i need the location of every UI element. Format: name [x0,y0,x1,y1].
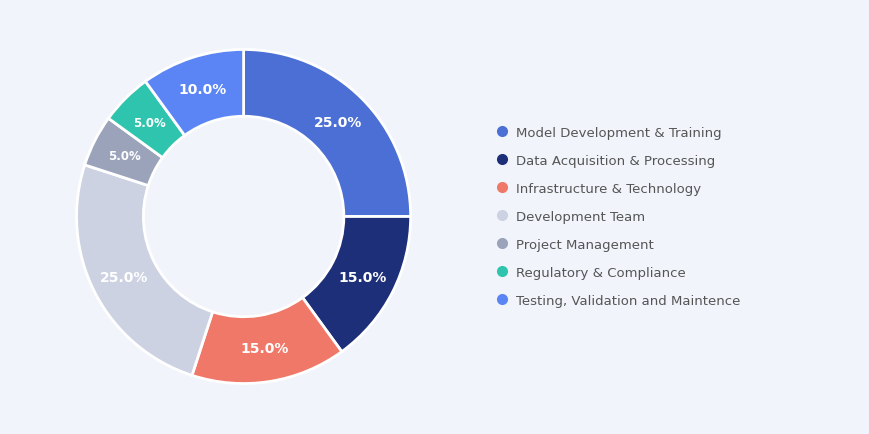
Text: 15.0%: 15.0% [338,270,387,285]
Text: 25.0%: 25.0% [100,270,149,285]
Wedge shape [84,119,163,186]
Legend: Model Development & Training, Data Acquisition & Processing, Infrastructure & Te: Model Development & Training, Data Acqui… [492,120,746,314]
Text: 15.0%: 15.0% [240,342,289,356]
Wedge shape [302,217,410,352]
Wedge shape [109,82,184,158]
Text: 25.0%: 25.0% [314,116,362,130]
Text: 5.0%: 5.0% [133,116,165,129]
Wedge shape [243,50,410,217]
Wedge shape [76,165,212,375]
Wedge shape [145,50,243,136]
Wedge shape [192,298,342,384]
Text: 10.0%: 10.0% [178,83,226,97]
Text: 5.0%: 5.0% [108,150,141,163]
